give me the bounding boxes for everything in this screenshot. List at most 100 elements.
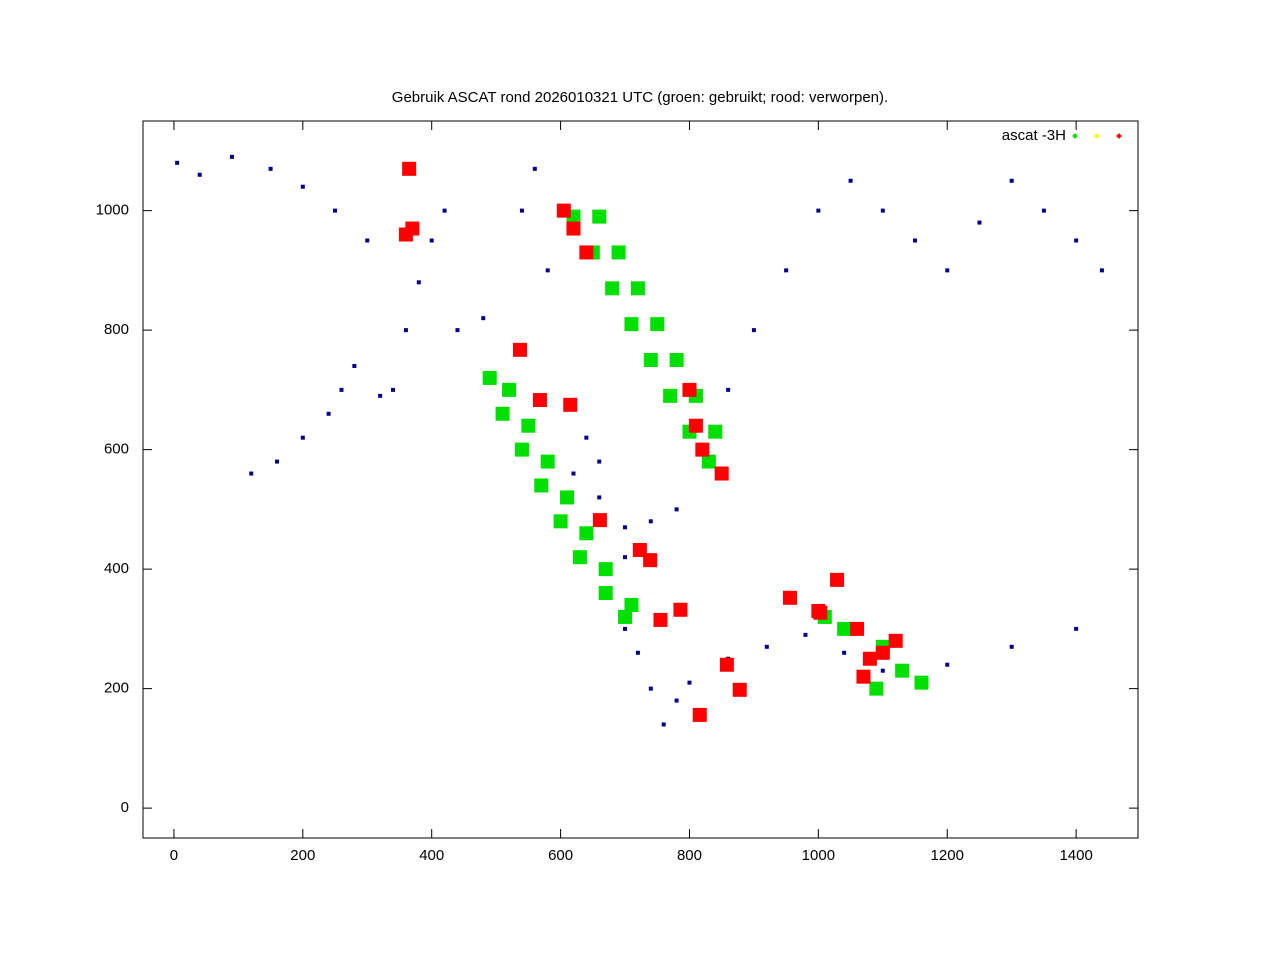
coast-point [945,268,950,273]
data-point [579,245,594,260]
coast-point [764,644,769,649]
data-point [708,424,723,439]
data-point [663,388,678,403]
x-tick-label: 800 [677,847,702,864]
data-point [643,353,658,367]
x-tick-label: 0 [170,847,178,864]
data-point [532,393,547,408]
coast-point [842,650,847,655]
coast-point [352,363,357,368]
data-point [495,406,510,421]
x-tick-label: 600 [548,847,573,864]
y-tick-label: 1000 [96,202,129,219]
data-point [673,602,688,617]
coast-point [687,680,692,685]
data-point [732,682,747,697]
coast-point [326,411,331,416]
y-tick-label: 0 [121,799,129,816]
coast-point [416,280,421,285]
coast-point [1009,178,1014,183]
data-point [701,454,716,469]
coast-point [519,208,524,213]
coast-point [816,208,821,213]
coast-point [229,154,234,159]
data-point [398,227,413,242]
coast-point [648,519,653,524]
coast-point [751,328,756,333]
chart-title: Gebruik ASCAT rond 2026010321 UTC (groen… [392,89,888,106]
data-point [482,370,497,385]
coast-point [455,328,460,333]
data-point [598,562,613,577]
data-point [611,245,626,260]
data-point [783,590,798,605]
legend-marker [1094,133,1100,139]
data-point [579,526,594,541]
coast-point [661,722,666,727]
coast-point [275,459,280,464]
coast-point [300,435,305,440]
coast-point [848,178,853,183]
data-point [856,669,871,684]
x-tick-label: 1000 [802,847,835,864]
data-point [888,633,903,648]
data-point [598,586,613,601]
coast-point [429,238,434,243]
coast-point [545,268,550,273]
data-point [695,442,710,457]
data-point [650,317,665,332]
coast-point [635,650,640,655]
data-point [556,203,571,218]
coast-point [623,626,628,631]
coast-point [1009,644,1014,649]
data-point [895,663,910,678]
coast-point [597,495,602,500]
legend-marker [1116,133,1122,139]
data-point [566,221,581,236]
coast-point [784,268,789,273]
coast-point [945,662,950,667]
x-tick-label: 400 [419,847,444,864]
coast-point [623,555,628,560]
data-point [669,353,684,367]
coast-point [584,435,589,440]
y-tick-label: 200 [104,680,129,697]
coast-point [726,387,731,392]
y-tick-label: 600 [104,441,129,458]
data-point [688,418,703,433]
coast-point [249,471,254,476]
data-point [512,342,527,357]
data-point [618,609,633,624]
data-point [914,675,929,690]
coast-point [571,471,576,476]
coast-point [913,238,918,243]
coast-point [880,668,885,673]
data-point [624,597,639,612]
data-point [692,707,707,722]
coast-point [1074,626,1079,631]
data-point [869,681,884,696]
data-point [563,397,578,412]
coast-point [648,686,653,691]
plot-frame [142,120,1139,839]
y-tick-label: 800 [104,321,129,338]
data-point [572,550,587,565]
data-point [850,621,865,636]
data-point [830,572,845,587]
coast-point [880,208,885,213]
coast-point [403,328,408,333]
data-point [502,382,517,397]
data-point [862,651,877,666]
data-point [719,657,734,672]
data-point [605,281,620,296]
coast-point [803,632,808,637]
y-tick-label: 400 [104,560,129,577]
coast-point [268,166,273,171]
coast-point [442,208,447,213]
coast-point [378,393,383,398]
coast-point [197,172,202,177]
coast-point [333,208,338,213]
